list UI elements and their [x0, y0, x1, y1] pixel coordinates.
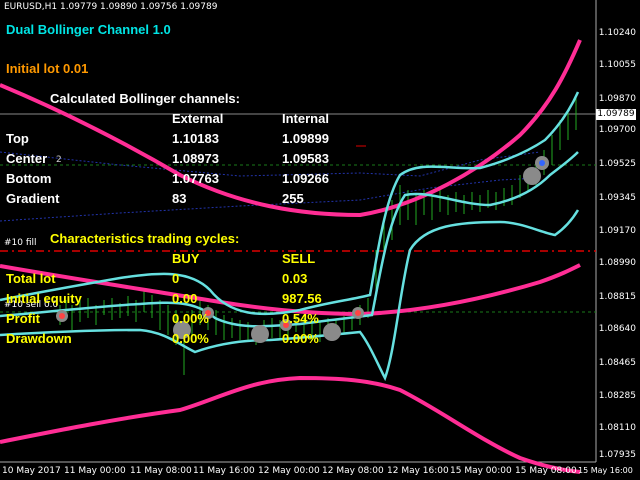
- bollinger-table-title: Calculated Bollinger channels:: [50, 91, 240, 106]
- price-tick: 1.09870: [598, 94, 636, 104]
- price-tick: 1.08815: [598, 292, 636, 302]
- internal-center-value: 1.09583: [282, 151, 329, 166]
- center-tag: 2: [56, 155, 62, 165]
- cycles-table-title: Characteristics trading cycles:: [50, 231, 240, 246]
- trend-line-lower: [0, 177, 541, 222]
- row-label-top: Top: [6, 131, 29, 146]
- external-band-bottom: [0, 375, 581, 474]
- external-band-center: [0, 263, 581, 317]
- close-marker[interactable]: [523, 167, 541, 185]
- sell-marker-dot: [355, 310, 361, 316]
- internal-top-value: 1.09899: [282, 131, 329, 146]
- price-tick: 1.08990: [598, 258, 636, 268]
- internal-column-header: Internal: [282, 111, 329, 126]
- current-price-box: 1.09789: [596, 109, 636, 120]
- buy-column-header: BUY: [172, 251, 200, 266]
- buy-total-lot-value: 0: [172, 271, 180, 286]
- time-tick: 11 May 08:00: [130, 466, 192, 476]
- price-tick: 1.08640: [598, 324, 636, 334]
- sell-marker-dot: [59, 313, 65, 319]
- time-tick: 12 May 00:00: [258, 466, 320, 476]
- external-band-top: [0, 39, 582, 218]
- buy-marker-dot: [539, 160, 545, 166]
- chart-symbol-header: EURUSD,H1 1.09779 1.09890 1.09756 1.0978…: [4, 2, 218, 12]
- price-tick: 1.08285: [598, 391, 636, 401]
- row-label-bottom: Bottom: [6, 171, 52, 186]
- price-tick: 1.07935: [598, 450, 636, 460]
- sell-marker-dot: [283, 322, 289, 328]
- external-gradient-value: 83: [172, 191, 187, 206]
- external-top-value: 1.10183: [172, 131, 219, 146]
- sell-profit-value: 0.54%: [282, 311, 319, 326]
- sell-drawdown-value: 0.00%: [282, 331, 319, 346]
- buy-initial-equity-value: 0.00: [172, 291, 198, 306]
- price-tick: 1.09170: [598, 226, 636, 236]
- trend-line-upper: [0, 151, 541, 177]
- row-label-profit: Profit: [6, 311, 40, 326]
- order-tag-fill: #10 fill: [4, 238, 37, 248]
- order-tag-sell: #10 sell 0.0: [4, 300, 59, 310]
- price-tick: 1.09525: [598, 159, 636, 169]
- sell-initial-equity-value: 987.56: [282, 291, 322, 306]
- row-label-drawdown: Drawdown: [6, 331, 72, 346]
- row-label-center: Center: [6, 151, 48, 166]
- internal-bottom-value: 1.09266: [282, 171, 329, 186]
- row-label-gradient: Gradient: [6, 191, 60, 206]
- indicator-title: Dual Bollinger Channel 1.0: [6, 22, 171, 37]
- time-tick: 15 May 08:00: [515, 466, 577, 476]
- buy-drawdown-value: 0.00%: [172, 331, 209, 346]
- time-tick: 12 May 08:00: [322, 466, 384, 476]
- external-center-value: 1.08973: [172, 151, 219, 166]
- close-marker[interactable]: [323, 323, 341, 341]
- row-label-initial-equity: Initial equity: [6, 291, 82, 306]
- close-marker[interactable]: [173, 321, 191, 339]
- sell-column-header: SELL: [282, 251, 316, 266]
- internal-gradient-value: 255: [282, 191, 304, 206]
- sell-marker-dot: [205, 310, 211, 316]
- time-tick: 15 May 16:00: [578, 466, 633, 475]
- price-tick: 1.10240: [598, 28, 636, 38]
- price-tick: 1.09700: [598, 125, 636, 135]
- price-tick: 1.08465: [598, 358, 636, 368]
- external-bottom-value: 1.07763: [172, 171, 219, 186]
- row-label-total-lot: Total lot: [6, 271, 56, 286]
- buy-profit-value: 0.00%: [172, 311, 209, 326]
- time-tick: 10 May 2017: [2, 466, 61, 476]
- price-tick: 1.08110: [598, 423, 636, 433]
- sell-total-lot-value: 0.03: [282, 271, 308, 286]
- time-tick: 11 May 16:00: [193, 466, 255, 476]
- close-marker[interactable]: [251, 325, 269, 343]
- internal-band-top: [0, 91, 580, 316]
- time-tick: 15 May 00:00: [450, 466, 512, 476]
- price-tick: 1.10055: [598, 60, 636, 70]
- external-column-header: External: [172, 111, 224, 126]
- initial-lot-label: Initial lot 0.01: [6, 61, 89, 76]
- time-tick: 11 May 00:00: [64, 466, 126, 476]
- sell-order-markers[interactable]: [56, 156, 549, 343]
- internal-band-center: [0, 151, 579, 328]
- time-tick: 12 May 16:00: [387, 466, 449, 476]
- internal-band-bottom: [0, 209, 580, 382]
- price-tick: 1.09345: [598, 193, 636, 203]
